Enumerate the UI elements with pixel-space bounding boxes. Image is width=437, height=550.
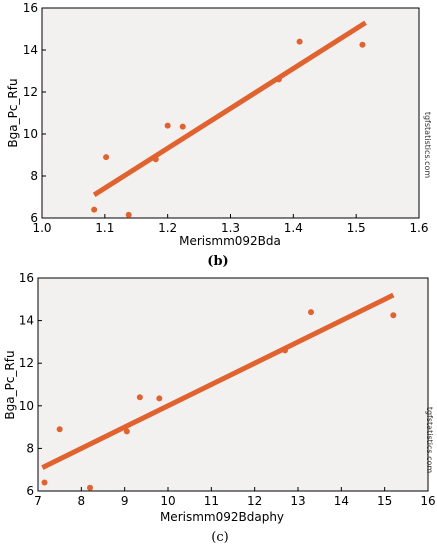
x-tick-label: 10 xyxy=(160,494,175,508)
data-point xyxy=(125,211,132,218)
x-axis-label-b: Merismm092Bda xyxy=(179,234,281,248)
x-tick-label: 1.1 xyxy=(95,221,114,235)
data-point xyxy=(164,122,171,129)
y-axis-label-c: Bga_Pc_Rfu xyxy=(3,350,17,419)
y-tick-label: 14 xyxy=(19,314,34,328)
x-tick-label: 9 xyxy=(121,494,129,508)
x-tick-label: 15 xyxy=(377,494,392,508)
x-axis-ticks-c: 7 8 9 10 11 12 13 14 15 16 xyxy=(34,487,436,508)
x-tick-label: 13 xyxy=(290,494,305,508)
plot-area-b xyxy=(41,7,420,219)
data-point xyxy=(156,395,163,402)
y-tick-label: 14 xyxy=(23,43,38,57)
y-tick-label: 12 xyxy=(23,85,38,99)
data-points-c xyxy=(41,309,397,491)
x-tick-label: 14 xyxy=(334,494,349,508)
y-tick-label: 6 xyxy=(26,484,34,498)
x-tick-label: 1.5 xyxy=(347,221,366,235)
fit-line-c xyxy=(41,292,395,470)
fit-line-b xyxy=(92,20,367,198)
x-tick-label: 12 xyxy=(247,494,262,508)
x-axis-ticks-b: 1.0 1.1 1.2 1.3 1.4 1.5 1.6 xyxy=(32,214,429,235)
caption-c: (c) xyxy=(211,530,228,545)
data-point xyxy=(56,426,63,433)
data-point xyxy=(296,38,303,45)
y-axis-label-b: Bga_Pc_Rfu xyxy=(6,78,20,147)
y-axis-ticks-c: 6 8 10 12 14 16 xyxy=(19,271,42,498)
y-tick-label: 10 xyxy=(19,399,34,413)
data-point xyxy=(152,156,159,163)
data-point xyxy=(308,309,314,316)
data-point xyxy=(91,206,98,213)
data-point xyxy=(179,123,186,130)
x-tick-label: 7 xyxy=(34,494,42,508)
x-tick-label: 1.4 xyxy=(284,221,303,235)
x-axis-label-c: Merismm092Bdaphy xyxy=(160,510,284,524)
y-axis-ticks-b: 6 8 10 12 14 16 xyxy=(23,1,46,225)
data-point xyxy=(103,154,110,161)
y-tick-label: 16 xyxy=(19,271,34,285)
caption-b: (b) xyxy=(207,254,228,269)
data-point xyxy=(123,428,130,435)
data-point xyxy=(87,484,93,491)
data-point xyxy=(41,479,48,486)
data-point xyxy=(390,312,397,319)
x-tick-label: 1.2 xyxy=(158,221,177,235)
data-points-b xyxy=(91,38,366,218)
plot-area-c xyxy=(37,277,429,492)
data-point xyxy=(275,76,282,83)
watermark-b: tgfstatistics.com xyxy=(423,112,432,179)
x-tick-label: 1.0 xyxy=(32,221,51,235)
y-tick-label: 8 xyxy=(26,441,34,455)
watermark-c: tgfstatistics.com xyxy=(425,407,434,474)
chart-b: 6 8 10 12 14 16 1.0 1.1 1.2 1.3 1.4 1.5 1.6 Bga_Pc_… xyxy=(6,1,432,269)
y-tick-label: 10 xyxy=(23,127,38,141)
x-tick-label: 16 xyxy=(420,494,435,508)
data-point xyxy=(359,41,366,48)
y-tick-label: 12 xyxy=(19,356,34,370)
x-tick-label: 8 xyxy=(78,494,86,508)
x-tick-label: 1.6 xyxy=(409,221,428,235)
y-tick-label: 16 xyxy=(23,1,38,15)
y-tick-label: 6 xyxy=(30,211,38,225)
x-tick-label: 1.3 xyxy=(221,221,240,235)
data-point xyxy=(282,347,288,354)
x-tick-label: 11 xyxy=(204,494,219,508)
y-tick-label: 8 xyxy=(30,169,38,183)
data-point xyxy=(136,394,143,401)
